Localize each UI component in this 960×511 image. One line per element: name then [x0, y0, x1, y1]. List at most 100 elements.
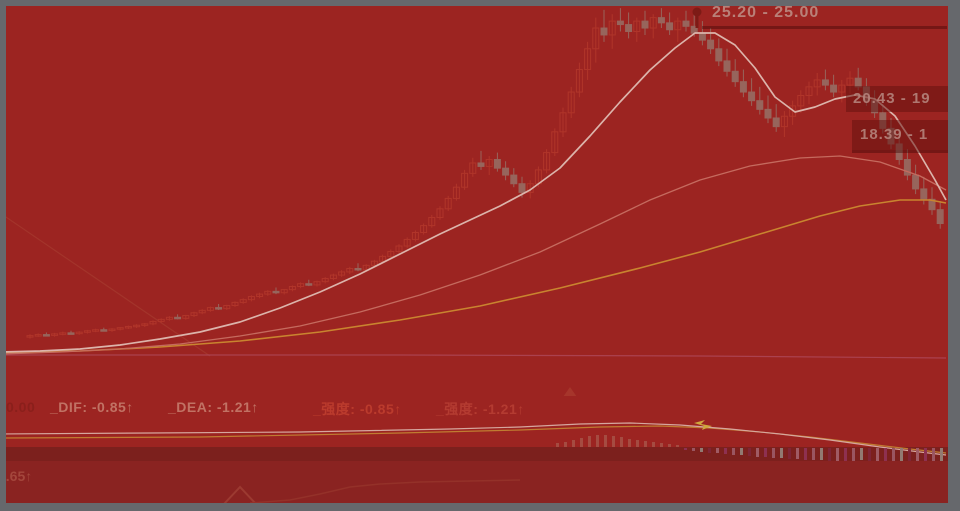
bottom-wave-line: [249, 479, 521, 503]
price-zone-box: [852, 120, 948, 150]
candle-body: [59, 332, 67, 335]
candle-body: [748, 91, 756, 102]
candle-body: [198, 309, 206, 314]
candle-body: [452, 186, 460, 199]
candle-body: [657, 17, 665, 24]
candle-body: [182, 315, 190, 319]
macd-hist-bar-pos: [596, 435, 599, 447]
bottom-pane-band: [6, 461, 948, 503]
macd-hist-bar-neg: [940, 448, 943, 461]
macd-hist-bar-pos: [620, 437, 623, 447]
chart-canvas: 25.20 - 25.00 20.43 - 19 18.39 - 1 0.00 …: [6, 6, 948, 503]
candle-body: [321, 278, 329, 283]
ma-fast-line: [6, 32, 947, 353]
price-zone-underline: [852, 150, 948, 153]
candle-body: [551, 131, 559, 154]
candle-body: [411, 232, 419, 240]
candle-body: [543, 152, 551, 171]
candle-body: [477, 162, 485, 167]
macd-hist-bar-neg: [732, 448, 735, 455]
candle-body: [846, 77, 854, 86]
candle-body: [830, 84, 838, 93]
candle-body: [165, 316, 173, 320]
candle-body: [206, 307, 214, 311]
candle-body: [608, 20, 616, 36]
macd-zero-band: [6, 447, 948, 461]
macd-hist-bar-pos: [644, 441, 647, 447]
candle-body: [502, 167, 510, 176]
candle-body: [239, 299, 247, 303]
candle-body: [805, 86, 813, 96]
macd-hist-bar-neg: [828, 448, 831, 461]
level-line-line: [6, 354, 947, 359]
candle-body: [780, 115, 788, 128]
candle-body: [715, 48, 723, 62]
candle-body: [116, 327, 124, 330]
candle-body: [444, 197, 452, 210]
price-chart[interactable]: [6, 6, 948, 503]
flash-marker: [694, 420, 712, 430]
candle-body: [928, 198, 936, 211]
candle-body: [461, 172, 469, 188]
macd-hist-bar-neg: [764, 448, 767, 457]
macd-hist-bar-neg: [748, 448, 751, 456]
pin-marker-stem: [695, 12, 699, 28]
price-zone-underline: [702, 26, 947, 29]
macd-hist-bar-neg: [804, 448, 807, 460]
candle-body: [510, 174, 518, 185]
macd-hist-bar-neg: [700, 448, 703, 452]
macd-hist-bar-neg: [724, 448, 727, 454]
chart-viewport[interactable]: 25.20 - 25.00 20.43 - 19 18.39 - 1 0.00 …: [6, 6, 948, 503]
price-zone-label-upper: 20.43 - 19: [853, 90, 931, 107]
macd-fast-line: [6, 422, 947, 456]
candle-body: [379, 255, 387, 262]
candle-body: [682, 20, 690, 27]
macd-hist-bar-neg: [812, 448, 815, 460]
candle-body: [436, 208, 444, 218]
macd-hist-bar-neg: [900, 448, 903, 461]
candle-body: [854, 77, 862, 88]
candle-body: [756, 100, 764, 110]
candle-body: [616, 20, 624, 26]
candle-body: [403, 238, 411, 247]
macd-hist-bar-pos: [668, 444, 671, 447]
macd-hist-bar-neg: [772, 448, 775, 458]
candle-body: [797, 95, 805, 107]
price-zone-label-lower: 18.39 - 1: [860, 126, 929, 143]
candle-body: [666, 22, 674, 31]
candle-body: [133, 324, 141, 328]
macd-hist-bar-pos: [636, 440, 639, 447]
candle-body: [362, 264, 370, 271]
macd-hist-bar-pos: [588, 436, 591, 447]
candle-body: [723, 60, 731, 72]
indicator-value-dea: _DEA: -1.21↑: [168, 399, 259, 415]
macd-hist-bar-neg: [908, 448, 911, 461]
macd-hist-bar-pos: [580, 438, 583, 447]
candle-body: [354, 268, 362, 271]
bottom-triangle-marker: [223, 485, 257, 503]
candle-body: [821, 79, 829, 86]
candle-body: [223, 305, 231, 310]
ma-mid-line: [6, 155, 947, 355]
candle-body: [739, 81, 747, 93]
macd-hist-bar-pos: [660, 443, 663, 447]
candle-body: [633, 20, 641, 32]
candle-body: [108, 328, 116, 332]
candle-body: [698, 32, 706, 41]
macd-hist-bar-neg: [780, 448, 783, 458]
candle-body: [912, 174, 920, 190]
candle-body: [256, 293, 264, 298]
candles-group: [26, 8, 944, 339]
candle-body: [428, 216, 436, 227]
candle-body: [174, 316, 182, 320]
macd-hist-bar-pos: [556, 443, 559, 447]
candle-body: [813, 79, 821, 88]
candle-body: [231, 301, 239, 307]
macd-hist-bar-neg: [924, 448, 927, 461]
candle-body: [772, 117, 780, 128]
ma-slow-line: [6, 199, 947, 354]
candle-body: [280, 289, 288, 294]
candle-body: [190, 312, 198, 317]
macd-hist-bar-neg: [916, 448, 919, 461]
candle-body: [247, 296, 255, 301]
